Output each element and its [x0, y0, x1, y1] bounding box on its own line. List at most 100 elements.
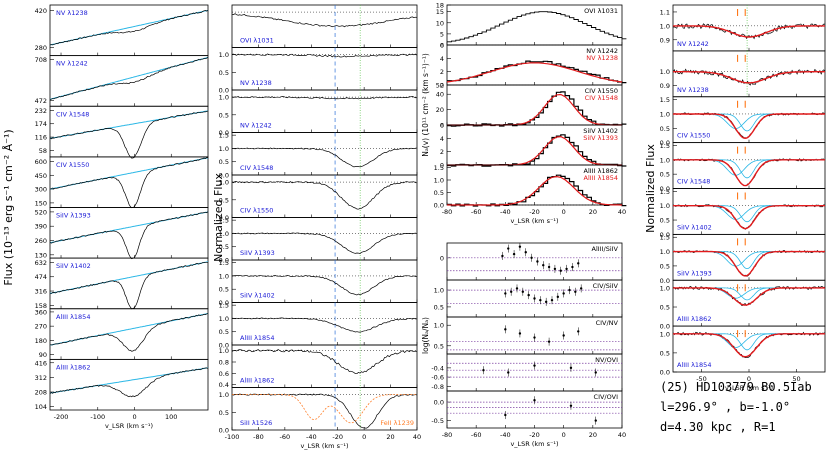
normalized-panel: 1.5 1.0 0.5 0.0 SiIV λ1393 — [219, 217, 418, 265]
x-axis-label: v_LSR (km s⁻¹) — [510, 440, 558, 448]
ratio-point — [577, 330, 580, 333]
y-tick-label: 1.0 — [660, 156, 670, 164]
y-tick-label: 316 — [35, 288, 47, 296]
y-tick-label: 6 — [440, 42, 444, 50]
y-tick-label: 104 — [35, 403, 47, 411]
y-tick-label: 1.0 — [219, 315, 229, 323]
y-tick-label: 0.0 — [219, 299, 229, 307]
panel-label: AlIII λ1862 — [584, 167, 618, 175]
flux-panel: 708 472 NV λ1242 — [35, 55, 209, 107]
y-tick-label: 1.0 — [219, 272, 229, 280]
ratio-point — [504, 328, 507, 331]
model-fit — [673, 113, 825, 140]
fit-component — [673, 159, 825, 176]
panel-label: CIV λ1548 — [56, 110, 89, 118]
ratio-point — [556, 295, 560, 299]
y-tick-label: 1.0 — [219, 391, 229, 399]
model-fit — [673, 250, 825, 277]
panel-label: AlIII/SiIV — [592, 245, 619, 253]
y-tick-label: 0.0 — [219, 172, 229, 180]
flux-spectrum — [49, 261, 208, 310]
y-tick-label: 4 — [440, 135, 444, 143]
model-fit — [673, 205, 825, 230]
panel-label: NV λ1238 — [677, 86, 709, 94]
ratio-point — [562, 292, 565, 295]
na-profile-second-line — [447, 175, 623, 206]
ratio-point — [482, 368, 485, 372]
fits-panel: 1.0 0.5 0.0 AlIII λ1854 — [660, 325, 826, 377]
flux-spectrum — [49, 211, 209, 260]
ratio-point — [530, 256, 533, 259]
normalized-panel: 1.0 0.5 0.0 FeII λ1239 SiII λ1526 — [219, 387, 418, 435]
fit-component — [673, 333, 825, 348]
y-tick-label: 450 — [35, 172, 47, 180]
y-tick-label: 312 — [35, 374, 47, 382]
x-axis-label: v_LSR (km s⁻¹) — [510, 217, 558, 225]
ratio-point — [539, 298, 542, 302]
panel-label: SiIV λ1393 — [583, 134, 618, 142]
panel-label: NV λ1238 — [56, 9, 88, 17]
y-tick-label: 0 — [440, 82, 444, 90]
fits-panel: 1.1 1.0 0.9 NV λ1242 — [660, 4, 826, 52]
y-tick-label: 1.0 — [219, 145, 229, 153]
caption-star: (25) HD103779 B0.5Iab — [660, 380, 812, 394]
x-tick-label: 0 — [562, 208, 566, 216]
flux-spectrum — [49, 312, 209, 352]
y-tick-label: 0.5 — [219, 328, 229, 336]
ratio-point — [571, 265, 574, 269]
y-tick-label: -0.8 — [431, 383, 444, 391]
y-tick-label: 1.0 — [660, 110, 670, 118]
normalized-spectrum — [231, 53, 418, 58]
normalized-spectrum — [231, 96, 418, 100]
y-tick-label: 0.5 — [219, 243, 229, 251]
y-tick-label: 0.9 — [660, 36, 670, 44]
ratio-point — [527, 293, 530, 297]
x-tick-label: -40 — [500, 208, 511, 216]
y-tick-label: 2 — [440, 68, 444, 76]
panel-label: CIV λ1550 — [677, 132, 710, 140]
fits-panel: 1.5 1.0 0.5 0.0 CIV λ1550 — [660, 96, 826, 147]
flux-panel: 416 312 208 104 AlIII λ1862 — [35, 358, 209, 411]
panel-frame — [49, 358, 209, 411]
x-tick-label: 40 — [618, 431, 626, 439]
panel-label: NV λ1238 — [586, 54, 618, 62]
y-tick-label: 180 — [35, 337, 47, 345]
x-tick-label: -60 — [280, 433, 291, 441]
y-tick-label: 0 — [440, 162, 444, 170]
y-tick-label: 0.0 — [219, 129, 229, 137]
y-tick-label: 420 — [35, 7, 47, 15]
y-tick-label: 416 — [35, 359, 47, 367]
y-tick-label: 1.5 — [434, 164, 444, 172]
panel-label: CIV λ1548 — [585, 94, 618, 102]
fits-panel: 1.5 1.0 0.5 0.0 CIV λ1548 — [660, 142, 826, 193]
y-tick-label: 0.0 — [660, 323, 670, 331]
ratio-point — [501, 254, 504, 258]
y-tick-label: 0.5 — [434, 342, 444, 350]
y-tick-label: 474 — [35, 273, 47, 281]
fit-spectrum — [672, 68, 826, 86]
x-tick-label: 20 — [386, 433, 394, 441]
x-tick-label: 50 — [792, 375, 800, 383]
model-fit — [673, 71, 825, 84]
fit-component — [673, 287, 825, 299]
ratio-point — [594, 371, 597, 374]
ratios-panel: 0 AlIII/SiIV — [440, 242, 623, 281]
y-tick-label: 1.0 — [660, 248, 670, 256]
fit-spectrum — [672, 285, 826, 307]
y-tick-label: 1.5 — [660, 234, 670, 242]
y-tick-label: 1.5 — [219, 132, 229, 140]
y-tick-label: 0.5 — [219, 286, 229, 294]
normalized-spectrum — [231, 317, 417, 333]
normalized-panel: 1.0 0.5 0.0 NV λ1238 — [219, 47, 418, 95]
ratio-point — [574, 290, 577, 293]
y-tick-label: 0.5 — [660, 217, 670, 225]
y-tick-label: 0.0 — [219, 87, 229, 95]
y-tick-label: 0 — [440, 42, 444, 50]
y-tick-label: 0.0 — [219, 342, 229, 350]
y-tick-label: 0.9 — [660, 82, 670, 90]
x-tick-label: -80 — [442, 208, 453, 216]
panel-label: SiIV λ1393 — [677, 269, 712, 277]
